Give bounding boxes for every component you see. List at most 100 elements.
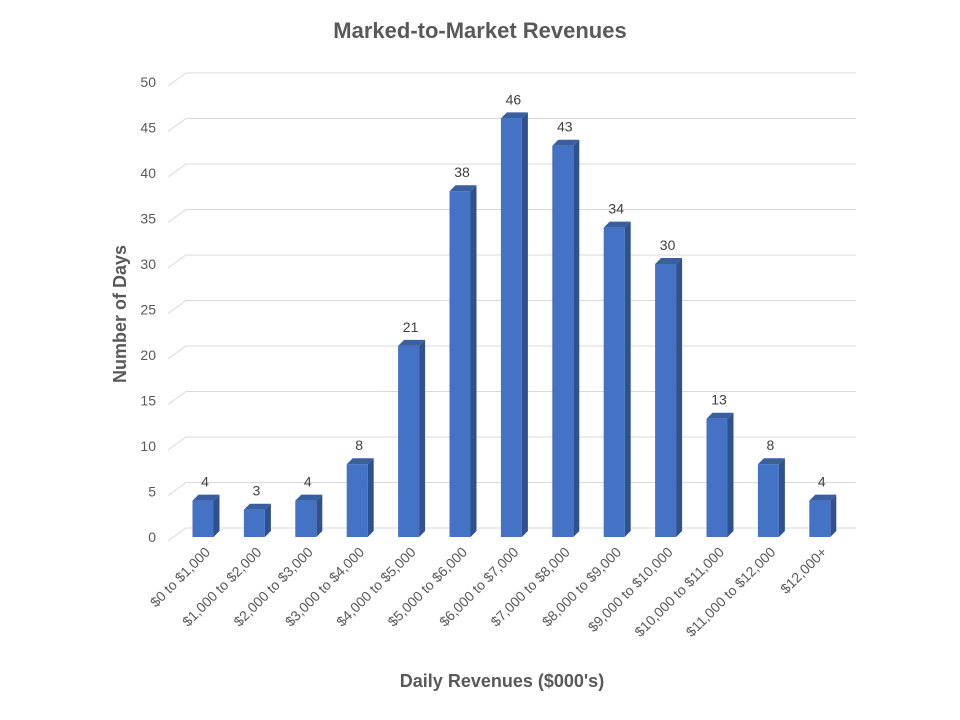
chart-title: Marked-to-Market Revenues — [333, 18, 626, 43]
bar-top — [192, 494, 220, 501]
y-axis-title: Number of Days — [110, 245, 130, 383]
bar-top — [500, 112, 528, 119]
bars — [192, 112, 837, 538]
bar-front — [449, 191, 471, 537]
gridline — [167, 72, 856, 87]
x-tick-label: $10,000 to $11,000 — [631, 544, 727, 640]
y-tick-label: 45 — [140, 120, 156, 136]
x-axis-title: Daily Revenues ($000's) — [400, 671, 604, 691]
bar — [655, 258, 683, 537]
gridline — [167, 163, 856, 178]
y-tick-label: 5 — [148, 484, 156, 500]
bar-front — [500, 118, 522, 538]
bar-top — [809, 494, 837, 501]
data-label: 43 — [557, 119, 573, 135]
bar-side — [778, 458, 785, 537]
bar-top — [706, 412, 734, 419]
bar-side — [213, 494, 220, 537]
bar-side — [521, 112, 528, 538]
bar — [706, 412, 734, 537]
bar-top — [603, 221, 631, 228]
gridline — [167, 209, 856, 223]
bar-front — [603, 227, 625, 537]
bar — [295, 494, 323, 537]
bar-front — [295, 500, 317, 537]
bar-top — [757, 458, 785, 465]
data-label: 46 — [506, 91, 522, 107]
y-tick-label: 0 — [148, 529, 156, 545]
gridline — [167, 436, 856, 451]
y-tick-label: 20 — [140, 347, 156, 363]
bar-front — [655, 264, 677, 537]
bar — [757, 458, 785, 537]
data-label: 4 — [304, 474, 312, 490]
y-tick-label: 35 — [140, 211, 156, 227]
data-label: 38 — [454, 164, 470, 180]
bar-top — [243, 503, 271, 510]
x-tick-label: $12,000+ — [777, 544, 830, 597]
bar-side — [573, 139, 580, 537]
gridline — [167, 300, 856, 314]
bar-side — [676, 258, 683, 537]
gridline — [167, 345, 856, 360]
bar-front — [346, 464, 368, 537]
y-tick-label: 25 — [140, 302, 156, 318]
bar-front — [243, 509, 265, 537]
bar — [809, 494, 837, 537]
bar-top — [655, 258, 683, 264]
bar-side — [316, 494, 323, 537]
data-label: 13 — [711, 392, 727, 408]
bar-side — [419, 339, 426, 537]
bar — [398, 339, 426, 537]
bar-front — [809, 500, 831, 537]
bar — [243, 503, 271, 537]
data-label: 34 — [608, 201, 624, 217]
bar-side — [367, 458, 374, 537]
data-label: 30 — [660, 237, 676, 253]
gridline — [167, 391, 856, 405]
bar-front — [706, 418, 728, 537]
data-label: 8 — [355, 437, 363, 453]
data-label: 4 — [201, 474, 209, 490]
bar — [449, 185, 477, 537]
gridline — [167, 527, 856, 542]
data-label: 21 — [403, 319, 419, 335]
bar-top — [295, 494, 323, 501]
gridline — [167, 118, 856, 132]
gridline — [167, 482, 856, 496]
data-label: 8 — [767, 437, 775, 453]
bar — [552, 139, 580, 537]
y-axis-ticks: 0 5 10 15 20 25 30 35 40 45 50 — [140, 74, 156, 545]
bar-side — [830, 494, 837, 537]
bar-side — [727, 412, 734, 537]
bar — [500, 112, 528, 538]
gridline — [167, 254, 856, 269]
bar-front — [398, 345, 420, 537]
bar-front — [192, 500, 214, 537]
data-label: 4 — [818, 474, 826, 490]
y-tick-label: 40 — [140, 165, 156, 181]
gridlines — [167, 72, 856, 542]
bar-front — [757, 464, 779, 537]
bar — [192, 494, 220, 537]
bar-top — [552, 139, 580, 146]
bar-front — [552, 145, 574, 537]
y-tick-label: 50 — [140, 74, 156, 90]
bar-side — [264, 503, 271, 537]
bar — [603, 221, 631, 537]
bar-side — [470, 185, 477, 537]
bar-side — [624, 221, 631, 537]
x-axis-ticks: $0 to $1,000$1,000 to $2,000$2,000 to $3… — [147, 544, 830, 640]
y-tick-label: 15 — [140, 393, 156, 409]
y-tick-label: 30 — [140, 256, 156, 272]
data-label: 3 — [253, 483, 261, 499]
bar — [346, 458, 374, 537]
bar-top — [449, 185, 477, 192]
bar-top — [398, 339, 426, 346]
y-tick-label: 10 — [140, 438, 156, 454]
bar-top — [346, 458, 374, 465]
x-tick-label: $11,000 to $12,000 — [683, 544, 779, 640]
